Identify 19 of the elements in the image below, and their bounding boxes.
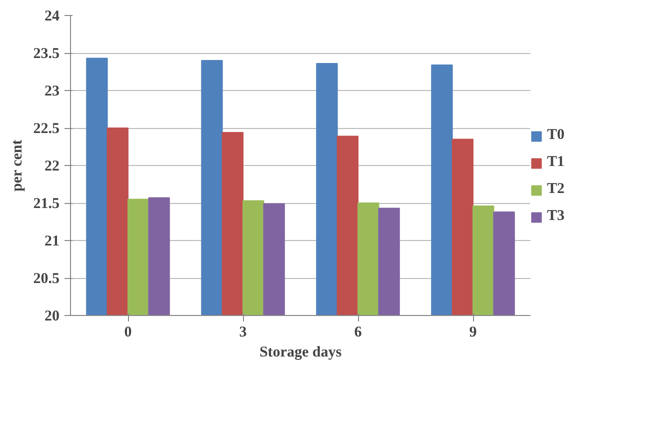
legend-label: T2 <box>547 181 566 198</box>
y-axis-title: per cent <box>9 140 26 192</box>
x-tick-label: 0 <box>124 324 132 340</box>
x-tick-label: 9 <box>469 324 477 340</box>
x-tick-label: 3 <box>239 324 247 340</box>
y-tick-label: 20 <box>44 308 60 324</box>
y-tick-label: 21 <box>44 234 60 250</box>
y-tick-label: 23 <box>44 84 60 100</box>
legend-label: T3 <box>547 208 566 225</box>
legend-label: T0 <box>547 127 566 144</box>
y-tick-label: 20.5 <box>33 271 60 287</box>
y-tick-label: 23.5 <box>33 46 60 62</box>
x-axis-title: Storage days <box>259 344 342 360</box>
x-tick-label: 6 <box>354 324 362 340</box>
y-tick-label: 22 <box>44 158 60 174</box>
y-tick-label: 21.5 <box>33 196 60 212</box>
legend-label: T1 <box>547 154 566 171</box>
y-tick-label: 22.5 <box>33 121 60 137</box>
y-tick-label: 24 <box>44 8 60 24</box>
